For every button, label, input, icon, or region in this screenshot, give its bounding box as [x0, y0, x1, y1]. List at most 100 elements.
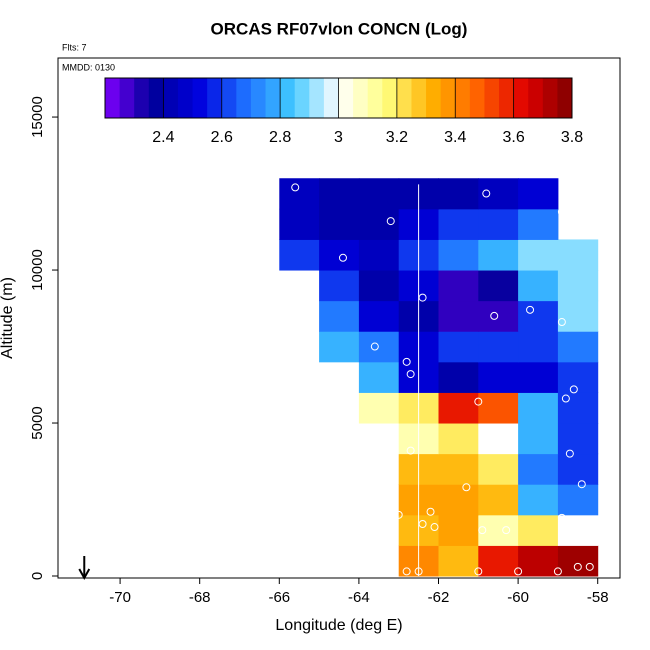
heat-cell [557, 484, 599, 516]
y-tick-label: 0 [29, 572, 46, 580]
x-tick-label: -66 [268, 589, 290, 606]
colorbar-tick-label: 3.6 [503, 129, 525, 146]
colorbar-block [513, 78, 529, 118]
heat-cell [478, 239, 519, 271]
track-point [462, 483, 471, 492]
colorbar-block [265, 78, 281, 118]
heat-cell [438, 300, 479, 332]
colorbar-block [440, 78, 456, 118]
track-point [414, 567, 423, 576]
heat-cell [557, 331, 599, 363]
plot-frame [57, 57, 621, 579]
colorbar-tick-label: 3.2 [386, 129, 408, 146]
colorbar-block [338, 78, 354, 118]
x-tick-label: -62 [428, 589, 450, 606]
track-point [573, 562, 582, 571]
heat-cell [319, 208, 360, 240]
track-point [386, 217, 395, 226]
heat-cell [518, 484, 559, 516]
colorbar-block [557, 78, 573, 118]
colorbar-block [309, 78, 325, 118]
heat-cell [557, 392, 599, 424]
heat-cell [518, 270, 559, 302]
heat-cell [557, 545, 599, 577]
y-axis-label: Altitude (m) [0, 277, 16, 359]
colorbar-block [528, 78, 544, 118]
track-point [557, 318, 566, 327]
heat-cell [358, 178, 400, 210]
colorbar-block [119, 78, 135, 118]
heat-cell [319, 300, 360, 332]
heat-cell [438, 423, 479, 455]
track-point [478, 526, 487, 535]
heat-cell [557, 453, 599, 485]
heat-cell [438, 208, 479, 240]
chart-title: ORCAS RF07vlon CONCN (Log) [211, 19, 468, 38]
colorbar-block [426, 78, 442, 118]
colorbar-block [411, 78, 427, 118]
track-point [338, 253, 347, 262]
heat-cell [478, 545, 519, 577]
x-axis-label: Longitude (deg E) [275, 617, 402, 634]
colorbar-block [542, 78, 558, 118]
track-point [557, 513, 566, 522]
heat-cell [438, 392, 479, 424]
heat-cell [438, 545, 479, 577]
track-point [406, 446, 415, 455]
heat-cell [557, 239, 599, 271]
track-point [565, 449, 574, 458]
x-tick-label: -64 [348, 589, 370, 606]
track-point [474, 567, 483, 576]
colorbar-block [499, 78, 515, 118]
heat-cell [557, 300, 599, 332]
heat-cell [438, 239, 479, 271]
track-point [291, 183, 300, 192]
colorbar-block [163, 78, 179, 118]
colorbar-block [396, 78, 412, 118]
track-point [490, 311, 499, 320]
x-tick-label: -68 [189, 589, 211, 606]
x-tick-label: -70 [109, 589, 131, 606]
heat-cell [557, 270, 599, 302]
heat-cell [358, 208, 400, 240]
heat-cell [518, 361, 559, 393]
colorbar-block [105, 78, 121, 118]
heat-cell [518, 178, 559, 210]
track-point [418, 519, 427, 528]
colorbar-block [250, 78, 267, 118]
track-point [526, 305, 535, 314]
heat-cell [478, 178, 519, 210]
heat-cell [319, 178, 360, 210]
y-tick-label: 15000 [29, 96, 46, 138]
colorbar-block [294, 78, 310, 118]
heat-cell [478, 270, 519, 302]
heat-cell [358, 270, 400, 302]
track-point [430, 523, 439, 532]
x-tick-label: -60 [507, 589, 529, 606]
heat-cell [478, 208, 519, 240]
track-point [370, 342, 379, 351]
heat-cell [358, 300, 400, 332]
heat-cell [438, 453, 479, 485]
colorbar-block [207, 78, 223, 118]
heat-cell [438, 484, 479, 516]
track-point [474, 397, 483, 406]
heat-cell [557, 423, 599, 455]
flights-label: Flts: 7 [62, 42, 87, 52]
heat-cell [518, 392, 559, 424]
heat-cell [518, 453, 559, 485]
colorbar-block [484, 78, 500, 118]
heat-cell [478, 331, 519, 363]
colorbar-block [192, 78, 208, 118]
heat-cell [438, 331, 479, 363]
track-point [557, 207, 566, 216]
track-point [482, 189, 491, 198]
heat-cell [478, 484, 519, 516]
heat-cell [358, 239, 400, 271]
heat-cell [279, 178, 320, 210]
colorbar-block [469, 78, 485, 118]
heat-cell [518, 331, 559, 363]
colorbar-block [382, 78, 398, 118]
track-point [418, 293, 427, 302]
